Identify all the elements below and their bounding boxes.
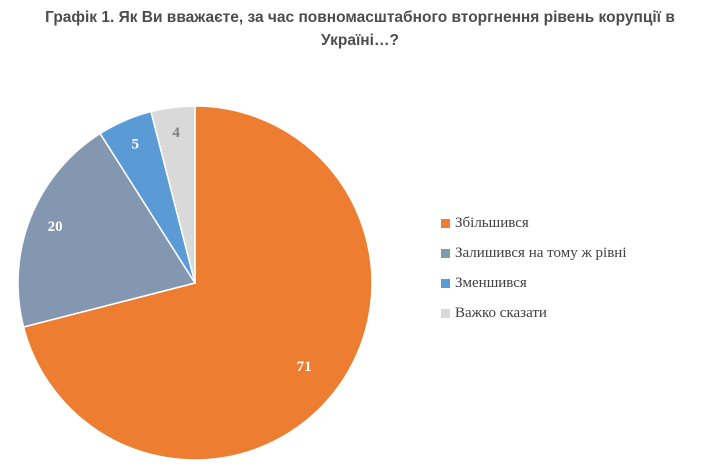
legend-swatch-same <box>441 248 450 258</box>
legend: Збільшився Залишився на тому ж рівні Зме… <box>441 214 627 334</box>
legend-item-same: Залишився на тому ж рівні <box>441 244 627 262</box>
data-label-decreased: 5 <box>131 136 139 152</box>
pie-slice-increased <box>22 105 373 461</box>
data-label-increased: 71 <box>297 359 312 375</box>
data-label-hard: 4 <box>172 125 180 141</box>
legend-item-increased: Збільшився <box>441 214 627 232</box>
legend-swatch-decreased <box>441 278 450 288</box>
legend-swatch-increased <box>441 218 450 228</box>
chart-title-line-1: Графік 1. Як Ви вважаєте, за час повнома… <box>45 9 675 26</box>
pie-slice-hard <box>150 105 196 284</box>
pie-slice-same <box>17 132 197 328</box>
legend-swatch-hard <box>441 308 450 318</box>
legend-label-hard: Важко сказати <box>455 304 547 321</box>
legend-item-hard: Важко сказати <box>441 304 627 322</box>
chart-title: Графік 1. Як Ви вважаєте, за час повнома… <box>0 6 720 52</box>
legend-item-decreased: Зменшився <box>441 274 627 292</box>
chart-title-line-2: Україні…? <box>321 32 399 49</box>
data-label-same: 20 <box>48 219 63 235</box>
legend-label-increased: Збільшився <box>455 214 529 231</box>
legend-label-same: Залишився на тому ж рівні <box>455 244 627 261</box>
legend-label-decreased: Зменшився <box>455 274 527 291</box>
